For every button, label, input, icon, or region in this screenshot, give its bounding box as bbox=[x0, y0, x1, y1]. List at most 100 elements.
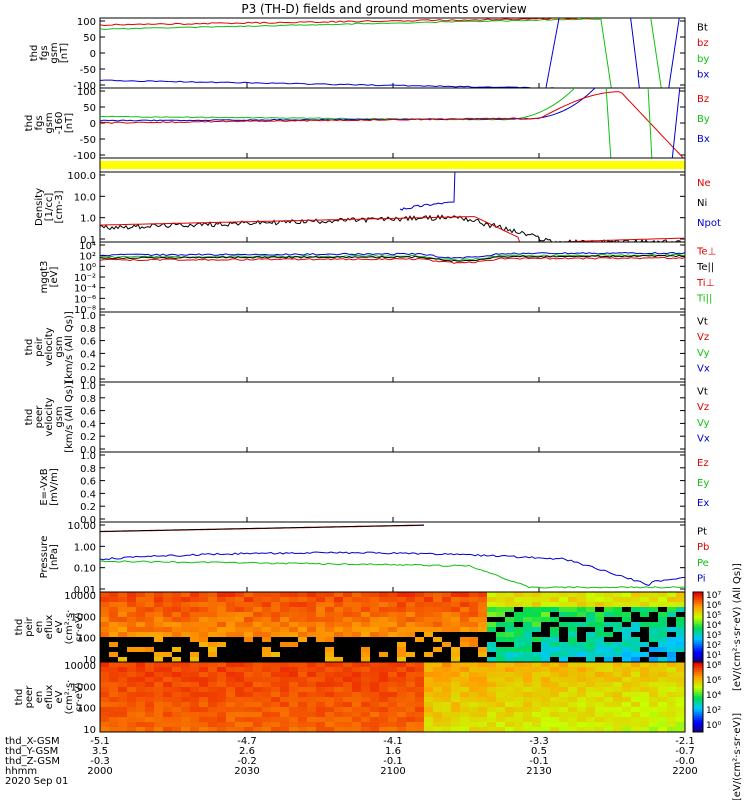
spectrogram-cell bbox=[478, 602, 487, 607]
spectrogram-cell bbox=[532, 617, 541, 622]
spectrogram-cell bbox=[316, 632, 325, 637]
spectrogram-cell bbox=[280, 692, 289, 697]
spectrogram-cell bbox=[541, 657, 550, 662]
xaxis-row-value: -2.1 bbox=[675, 736, 695, 747]
spectrogram-cell bbox=[352, 607, 361, 612]
spectrogram-cell bbox=[235, 612, 244, 617]
spectrogram-cell bbox=[172, 627, 181, 632]
ylabel-line: velocity bbox=[44, 397, 55, 436]
spectrogram-cell bbox=[433, 602, 442, 607]
spectrogram-cell bbox=[334, 627, 343, 632]
spectrogram-cell bbox=[406, 612, 415, 617]
spectrogram-cell bbox=[352, 637, 361, 642]
spectrogram-cell bbox=[397, 662, 406, 667]
spectrogram-cell bbox=[478, 722, 487, 727]
series-group bbox=[100, 88, 684, 158]
spectrogram-cell bbox=[478, 727, 487, 732]
spectrogram-cell bbox=[343, 717, 352, 722]
spectrogram-cell bbox=[640, 712, 649, 717]
ylabel-line: eflux bbox=[44, 615, 55, 640]
spectrogram-cell bbox=[415, 612, 424, 617]
spectrogram-cell bbox=[235, 687, 244, 692]
spectrogram-cell bbox=[586, 667, 595, 672]
spectrogram-cell bbox=[244, 642, 253, 647]
spectrogram-cell bbox=[253, 597, 262, 602]
spectrogram-cell bbox=[181, 707, 190, 712]
xaxis-row-label: hhmm bbox=[5, 766, 37, 777]
spectrogram-cell bbox=[361, 637, 370, 642]
spectrogram-cell bbox=[100, 717, 109, 722]
spectrogram-cell bbox=[334, 642, 343, 647]
spectrogram-cell bbox=[325, 662, 334, 667]
spectrogram-cell bbox=[325, 657, 334, 662]
colorbar-cell bbox=[693, 650, 703, 652]
spectrogram-cell bbox=[568, 622, 577, 627]
spectrogram-cell bbox=[298, 607, 307, 612]
colorbar-cell bbox=[693, 686, 703, 688]
ylabel-line: gsm bbox=[54, 406, 65, 427]
spectrogram-cell bbox=[343, 612, 352, 617]
spectrogram-cell bbox=[280, 637, 289, 642]
xaxis-row-value: -0.1 bbox=[383, 756, 403, 767]
legend-entry: Pt bbox=[697, 527, 707, 538]
spectrogram-cell bbox=[658, 642, 667, 647]
spectrogram-cell bbox=[343, 667, 352, 672]
spectrogram-cell bbox=[370, 627, 379, 632]
spectrogram-cell bbox=[640, 607, 649, 612]
spectrogram-cell bbox=[100, 667, 109, 672]
ylabel-line: thd bbox=[29, 45, 40, 62]
quality-flag-bar bbox=[100, 161, 685, 169]
spectrogram-cell bbox=[334, 617, 343, 622]
spectrogram-cell bbox=[208, 642, 217, 647]
spectrogram-cell bbox=[478, 622, 487, 627]
spectrogram-cell bbox=[577, 647, 586, 652]
spectrogram-cell bbox=[217, 622, 226, 627]
spectrogram-cell bbox=[415, 617, 424, 622]
legend-entry: Vx bbox=[697, 433, 710, 444]
spectrogram-cell bbox=[244, 652, 253, 657]
spectrogram-cell bbox=[127, 722, 136, 727]
spectrogram-cell bbox=[667, 662, 676, 667]
spectrogram-cell bbox=[388, 712, 397, 717]
spectrogram-cell bbox=[550, 622, 559, 627]
spectrogram-cell bbox=[370, 667, 379, 672]
spectrogram-cell bbox=[154, 712, 163, 717]
spectrogram-cell bbox=[325, 707, 334, 712]
spectrogram-cell bbox=[496, 707, 505, 712]
spectrogram-cell bbox=[469, 712, 478, 717]
spectrogram-cell bbox=[316, 607, 325, 612]
spectrogram-cell bbox=[325, 717, 334, 722]
spectrogram-cell bbox=[514, 682, 523, 687]
spectrogram-cell bbox=[109, 667, 118, 672]
spectrogram-cell bbox=[154, 697, 163, 702]
spectrogram-cell bbox=[631, 632, 640, 637]
spectrogram-cell bbox=[145, 662, 154, 667]
spectrogram-cell bbox=[595, 672, 604, 677]
spectrogram-cell bbox=[424, 597, 433, 602]
colorbar-cell bbox=[693, 694, 703, 696]
spectrogram-cell bbox=[559, 727, 568, 732]
colorbar-cell bbox=[693, 616, 703, 618]
spectrogram-cell bbox=[532, 682, 541, 687]
panel-frame bbox=[99, 17, 686, 89]
spectrogram-cell bbox=[316, 727, 325, 732]
spectrogram-cell bbox=[658, 727, 667, 732]
spectrogram-cell bbox=[145, 657, 154, 662]
spectrogram-cell bbox=[433, 667, 442, 672]
spectrogram-cell bbox=[172, 632, 181, 637]
spectrogram-cell bbox=[496, 727, 505, 732]
spectrogram-cell bbox=[577, 722, 586, 727]
ylabel-line: peir bbox=[24, 616, 35, 636]
series-temperature bbox=[99, 253, 686, 261]
spectrogram-cell bbox=[145, 702, 154, 707]
colorbar-cell bbox=[693, 600, 703, 602]
spectrogram-cell bbox=[271, 672, 280, 677]
spectrogram-cell bbox=[154, 607, 163, 612]
spectrogram-cell bbox=[271, 617, 280, 622]
spectrogram-cell bbox=[532, 697, 541, 702]
spectrogram-cell bbox=[460, 602, 469, 607]
spectrogram-cell bbox=[316, 687, 325, 692]
spectrogram-cell bbox=[406, 697, 415, 702]
ylabel-line: [mV/m] bbox=[49, 468, 60, 506]
spectrogram-cell bbox=[379, 607, 388, 612]
